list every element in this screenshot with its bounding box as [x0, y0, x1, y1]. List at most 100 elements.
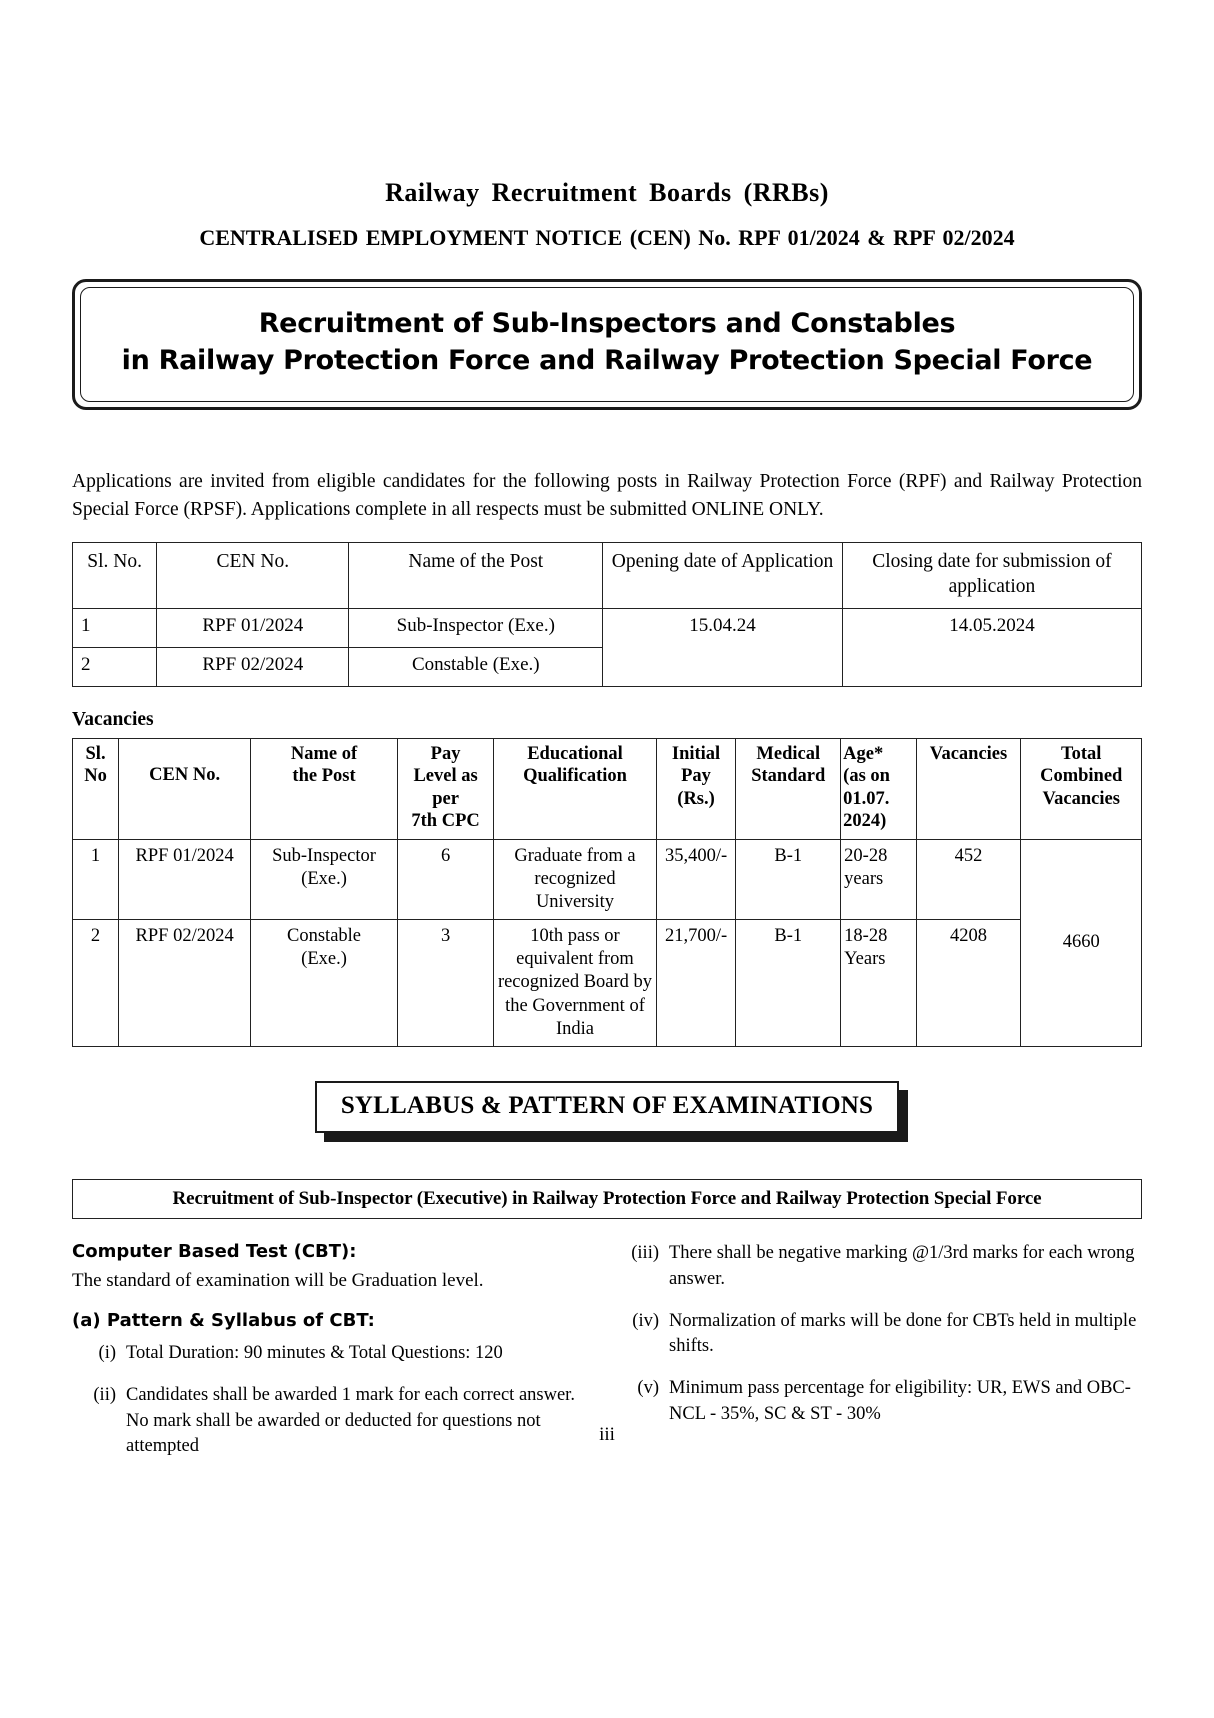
- page-subtitle: CENTRALISED EMPLOYMENT NOTICE (CEN) No. …: [199, 225, 1015, 250]
- intro-paragraph: Applications are invited from eligible c…: [72, 471, 1142, 521]
- post-line-2: the Post: [292, 766, 356, 787]
- initial-line-1: Initial: [671, 743, 721, 764]
- list-item: (v) Minimum pass percentage for eligibil…: [625, 1376, 1142, 1428]
- list-text: Minimum pass percentage for eligibility:…: [669, 1378, 1131, 1425]
- cell-post-name: Sub-Inspector (Exe.): [250, 838, 398, 921]
- age-line-4: 2024): [843, 811, 887, 832]
- cell-sl-no: 1: [71, 607, 158, 648]
- col-header-initial-pay: Initial Pay (Rs.): [655, 737, 737, 840]
- list-marker: (iv): [632, 1310, 659, 1331]
- notice-table: Sl. No. CEN No. Name of the Post Opening…: [71, 541, 1143, 687]
- col-header-pay-level: Pay Level as per 7th CPC: [396, 737, 495, 840]
- syllabus-plaque-zone: SYLLABUS & PATTERN OF EXAMINATIONS: [0, 1080, 1214, 1142]
- banner-outer-frame: Recruitment of Sub-Inspectors and Consta…: [72, 279, 1142, 411]
- initial-line-2: Pay: [681, 766, 711, 787]
- col-header-vacancies: Vacancies: [915, 737, 1022, 840]
- total-line-2: Combined: [1040, 766, 1123, 787]
- initial-line-3: (Rs.): [677, 788, 715, 809]
- age-line-1: Age*: [843, 743, 884, 764]
- cell-post-name: Constable (Exe.): [348, 646, 604, 687]
- list-text: Normalization of marks will be done for …: [669, 1310, 1137, 1357]
- cell-educational-qualification: 10th pass or equivalent from recognized …: [493, 919, 657, 1047]
- medical-line-2: Standard: [751, 766, 826, 787]
- col-header-closing-date: Closing date for submission of applicati…: [841, 541, 1143, 609]
- cell-sl-no: 1: [71, 838, 120, 921]
- col-header-educational-qualification: Educational Qualification: [493, 737, 657, 840]
- cell-vacancies: 4208: [915, 919, 1022, 1047]
- post-line-1: Sub-Inspector: [272, 845, 376, 866]
- table-row: 2 RPF 02/2024 Constable (Exe.) 3 10th pa…: [71, 919, 1142, 1047]
- post-line-2: (Exe.): [301, 868, 347, 889]
- age-line-2: (as on: [843, 766, 890, 787]
- table-row: 1 RPF 01/2024 Sub-Inspector (Exe.) 15.04…: [71, 607, 1143, 687]
- banner-line-2: in Railway Protection Force and Railway …: [121, 344, 1093, 376]
- vacancies-label-cell: Vacancies: [929, 743, 1008, 764]
- cell-initial-pay: 21,700/-: [655, 919, 737, 1047]
- list-item: (i) Total Duration: 90 minutes & Total Q…: [72, 1341, 589, 1367]
- cell-total-combined-vacancies: 4660: [1020, 838, 1142, 1047]
- table-row: 1 RPF 01/2024 Sub-Inspector (Exe.) 6 Gra…: [71, 838, 1142, 1047]
- two-column-body: Computer Based Test (CBT): The standard …: [72, 1241, 1142, 1477]
- total-line-3: Vacancies: [1042, 788, 1120, 809]
- cell-cen-no: RPF 01/2024: [156, 607, 350, 648]
- cell-post-name: Constable (Exe.): [250, 919, 398, 1047]
- col-header-medical-standard: Medical Standard: [735, 737, 842, 840]
- list-text: Total Duration: 90 minutes & Total Quest…: [126, 1342, 503, 1363]
- cell-age: 20-28 years: [840, 838, 917, 921]
- col-header-cen-no: CEN No.: [118, 737, 252, 840]
- table-row: 2 RPF 02/2024 Constable (Exe.): [71, 646, 1142, 687]
- list-marker: (v): [637, 1378, 659, 1399]
- list-item: (ii) Candidates shall be awarded 1 mark …: [72, 1383, 589, 1461]
- section-subheader-bar: Recruitment of Sub-Inspector (Executive)…: [72, 1178, 1142, 1219]
- list-item: (iv) Normalization of marks will be done…: [625, 1309, 1142, 1361]
- vacancies-label: Vacancies: [72, 708, 154, 730]
- cell-opening-date: 15.04.24: [602, 607, 843, 687]
- list-item: (iii) There shall be negative marking @1…: [625, 1241, 1142, 1293]
- post-line-1: Name of: [290, 743, 358, 764]
- total-line-1: Total: [1060, 743, 1102, 764]
- vacancies-header-row: Sl. No CEN No. Name of the Post Pay Leve…: [71, 737, 1142, 840]
- col-header-sl-no: Sl. No.: [71, 541, 158, 609]
- post-line-1: Constable: [287, 926, 362, 947]
- list-text: Candidates shall be awarded 1 mark for e…: [126, 1384, 575, 1457]
- list-marker: (ii): [93, 1384, 116, 1405]
- edu-line-2: Qualification: [523, 766, 627, 787]
- sl-line-2: No: [84, 766, 107, 787]
- cen-label: CEN No.: [149, 764, 221, 785]
- cell-initial-pay: 35,400/-: [655, 838, 737, 921]
- plaque-label: SYLLABUS & PATTERN OF EXAMINATIONS: [314, 1080, 900, 1133]
- banner-inner-frame: Recruitment of Sub-Inspectors and Consta…: [80, 287, 1134, 403]
- pay-line-1: Pay: [430, 743, 461, 764]
- page-title: Railway Recruitment Boards (RRBs): [385, 178, 829, 207]
- pay-line-3: per: [432, 788, 459, 809]
- pay-line-4: 7th CPC: [411, 811, 480, 832]
- cell-sl-no: 2: [71, 919, 120, 1047]
- cell-closing-date: 14.05.2024: [841, 607, 1143, 687]
- medical-line-1: Medical: [756, 743, 821, 764]
- col-header-age: Age* (as on 01.07. 2024): [840, 737, 917, 840]
- cell-pay-level: 3: [396, 919, 495, 1047]
- age-line-3: 01.07.: [843, 788, 890, 809]
- col-header-post-name: Name of the Post: [250, 737, 398, 840]
- pattern-syllabus-heading: (a) Pattern & Syllabus of CBT:: [72, 1309, 375, 1331]
- col-header-cen-no: CEN No.: [156, 541, 350, 609]
- recruitment-banner: Recruitment of Sub-Inspectors and Consta…: [72, 279, 1142, 411]
- cell-age: 18-28 Years: [840, 919, 917, 1047]
- cell-vacancies: 452: [915, 838, 1022, 921]
- list-marker: (i): [98, 1342, 116, 1363]
- cell-medical-standard: B-1: [735, 919, 842, 1047]
- col-header-post-name: Name of the Post: [348, 541, 604, 609]
- vacancies-table: Sl. No CEN No. Name of the Post Pay Leve…: [71, 737, 1142, 1047]
- cell-sl-no: 2: [71, 646, 158, 687]
- pay-line-2: Level as: [413, 766, 478, 787]
- list-marker: (iii): [631, 1242, 659, 1263]
- cell-cen-no: RPF 02/2024: [156, 646, 350, 687]
- cbt-heading: Computer Based Test (CBT):: [72, 1240, 357, 1262]
- list-text: There shall be negative marking @1/3rd m…: [669, 1242, 1135, 1289]
- post-line-2: (Exe.): [301, 949, 347, 970]
- edu-line-1: Educational: [527, 743, 623, 764]
- right-column: (iii) There shall be negative marking @1…: [625, 1241, 1142, 1477]
- left-column: Computer Based Test (CBT): The standard …: [72, 1241, 589, 1477]
- col-header-sl-no: Sl. No: [71, 737, 120, 840]
